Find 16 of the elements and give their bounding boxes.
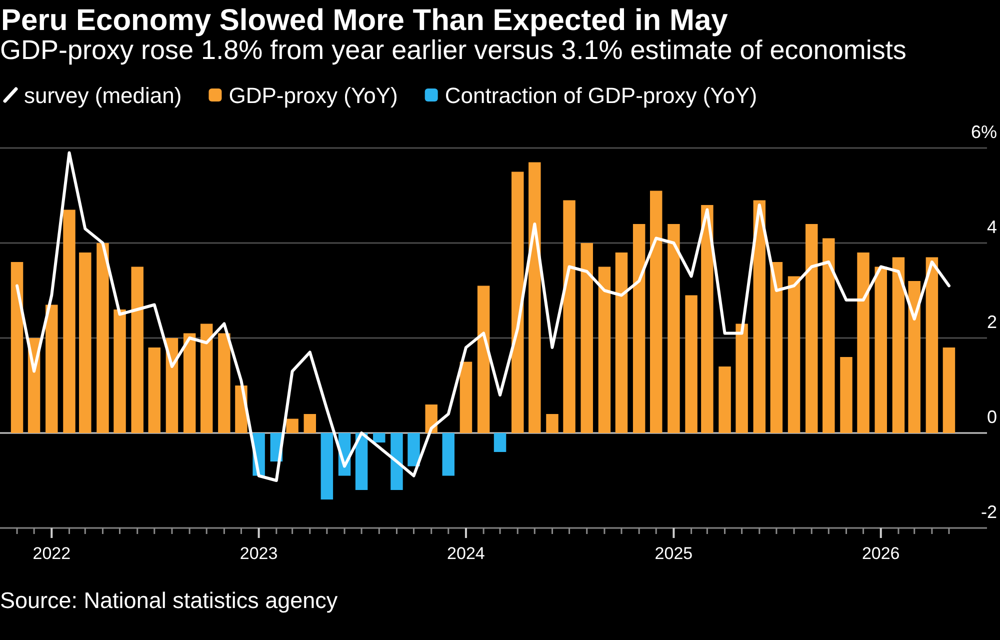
- x-tick-label: 2023: [240, 544, 278, 563]
- x-tick-label: 2026: [862, 544, 900, 563]
- chart-subtitle: GDP-proxy rose 1.8% from year earlier versus 3.1% estimate of economists: [0, 35, 906, 65]
- legend-label: GDP-proxy (YoY): [228, 83, 398, 108]
- y-tick-label: 0: [986, 407, 997, 427]
- x-tick-label: 2022: [32, 544, 71, 563]
- y-tick-label: -2: [980, 502, 997, 522]
- legend-label: Contraction of GDP-proxy (YoY): [444, 83, 758, 108]
- y-tick-label: 4: [986, 217, 997, 237]
- y-tick-label: 2: [986, 312, 997, 332]
- x-tick-label: 2024: [447, 544, 485, 563]
- legend-label: survey (median): [24, 83, 182, 108]
- x-tick-label: 2025: [654, 544, 693, 563]
- y-tick-label: 6%: [970, 122, 997, 142]
- chart-title: Peru Economy Slowed More Than Expected in May: [1, 4, 728, 37]
- source-note: Source: National statistics agency: [0, 588, 338, 613]
